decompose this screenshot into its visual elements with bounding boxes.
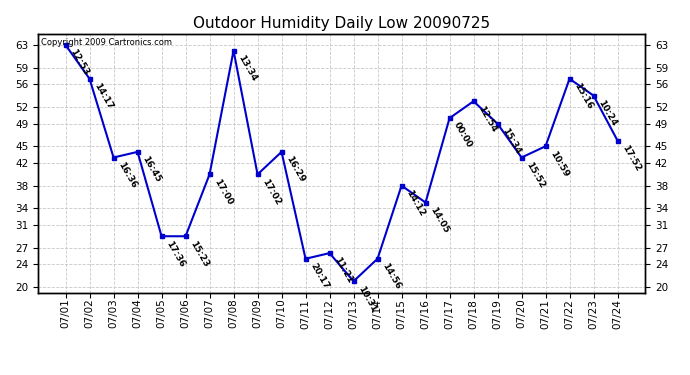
Text: 17:02: 17:02 bbox=[260, 177, 282, 207]
Text: 16:36: 16:36 bbox=[117, 160, 139, 190]
Text: 11:21: 11:21 bbox=[333, 256, 355, 285]
Text: 15:52: 15:52 bbox=[524, 160, 546, 190]
Text: 10:24: 10:24 bbox=[596, 98, 618, 128]
Text: Copyright 2009 Cartronics.com: Copyright 2009 Cartronics.com bbox=[41, 38, 172, 46]
Text: 17:00: 17:00 bbox=[213, 177, 235, 206]
Text: 14:05: 14:05 bbox=[428, 205, 451, 235]
Text: 14:56: 14:56 bbox=[380, 261, 402, 291]
Text: 17:52: 17:52 bbox=[620, 143, 642, 173]
Text: 16:29: 16:29 bbox=[284, 154, 306, 184]
Text: 12:53: 12:53 bbox=[68, 48, 90, 77]
Text: 14:17: 14:17 bbox=[92, 81, 115, 111]
Text: 16:45: 16:45 bbox=[140, 154, 163, 184]
Text: 14:12: 14:12 bbox=[404, 188, 426, 218]
Text: 10:59: 10:59 bbox=[549, 149, 571, 178]
Text: 10:31: 10:31 bbox=[356, 284, 378, 313]
Text: 12:54: 12:54 bbox=[476, 104, 498, 134]
Text: 15:16: 15:16 bbox=[572, 81, 594, 111]
Title: Outdoor Humidity Daily Low 20090725: Outdoor Humidity Daily Low 20090725 bbox=[193, 16, 490, 31]
Text: 15:23: 15:23 bbox=[188, 239, 210, 268]
Text: 13:34: 13:34 bbox=[237, 53, 259, 83]
Text: 15:34: 15:34 bbox=[500, 126, 522, 156]
Text: 00:00: 00:00 bbox=[453, 121, 474, 150]
Text: 17:36: 17:36 bbox=[164, 239, 186, 268]
Text: 20:17: 20:17 bbox=[308, 261, 331, 291]
